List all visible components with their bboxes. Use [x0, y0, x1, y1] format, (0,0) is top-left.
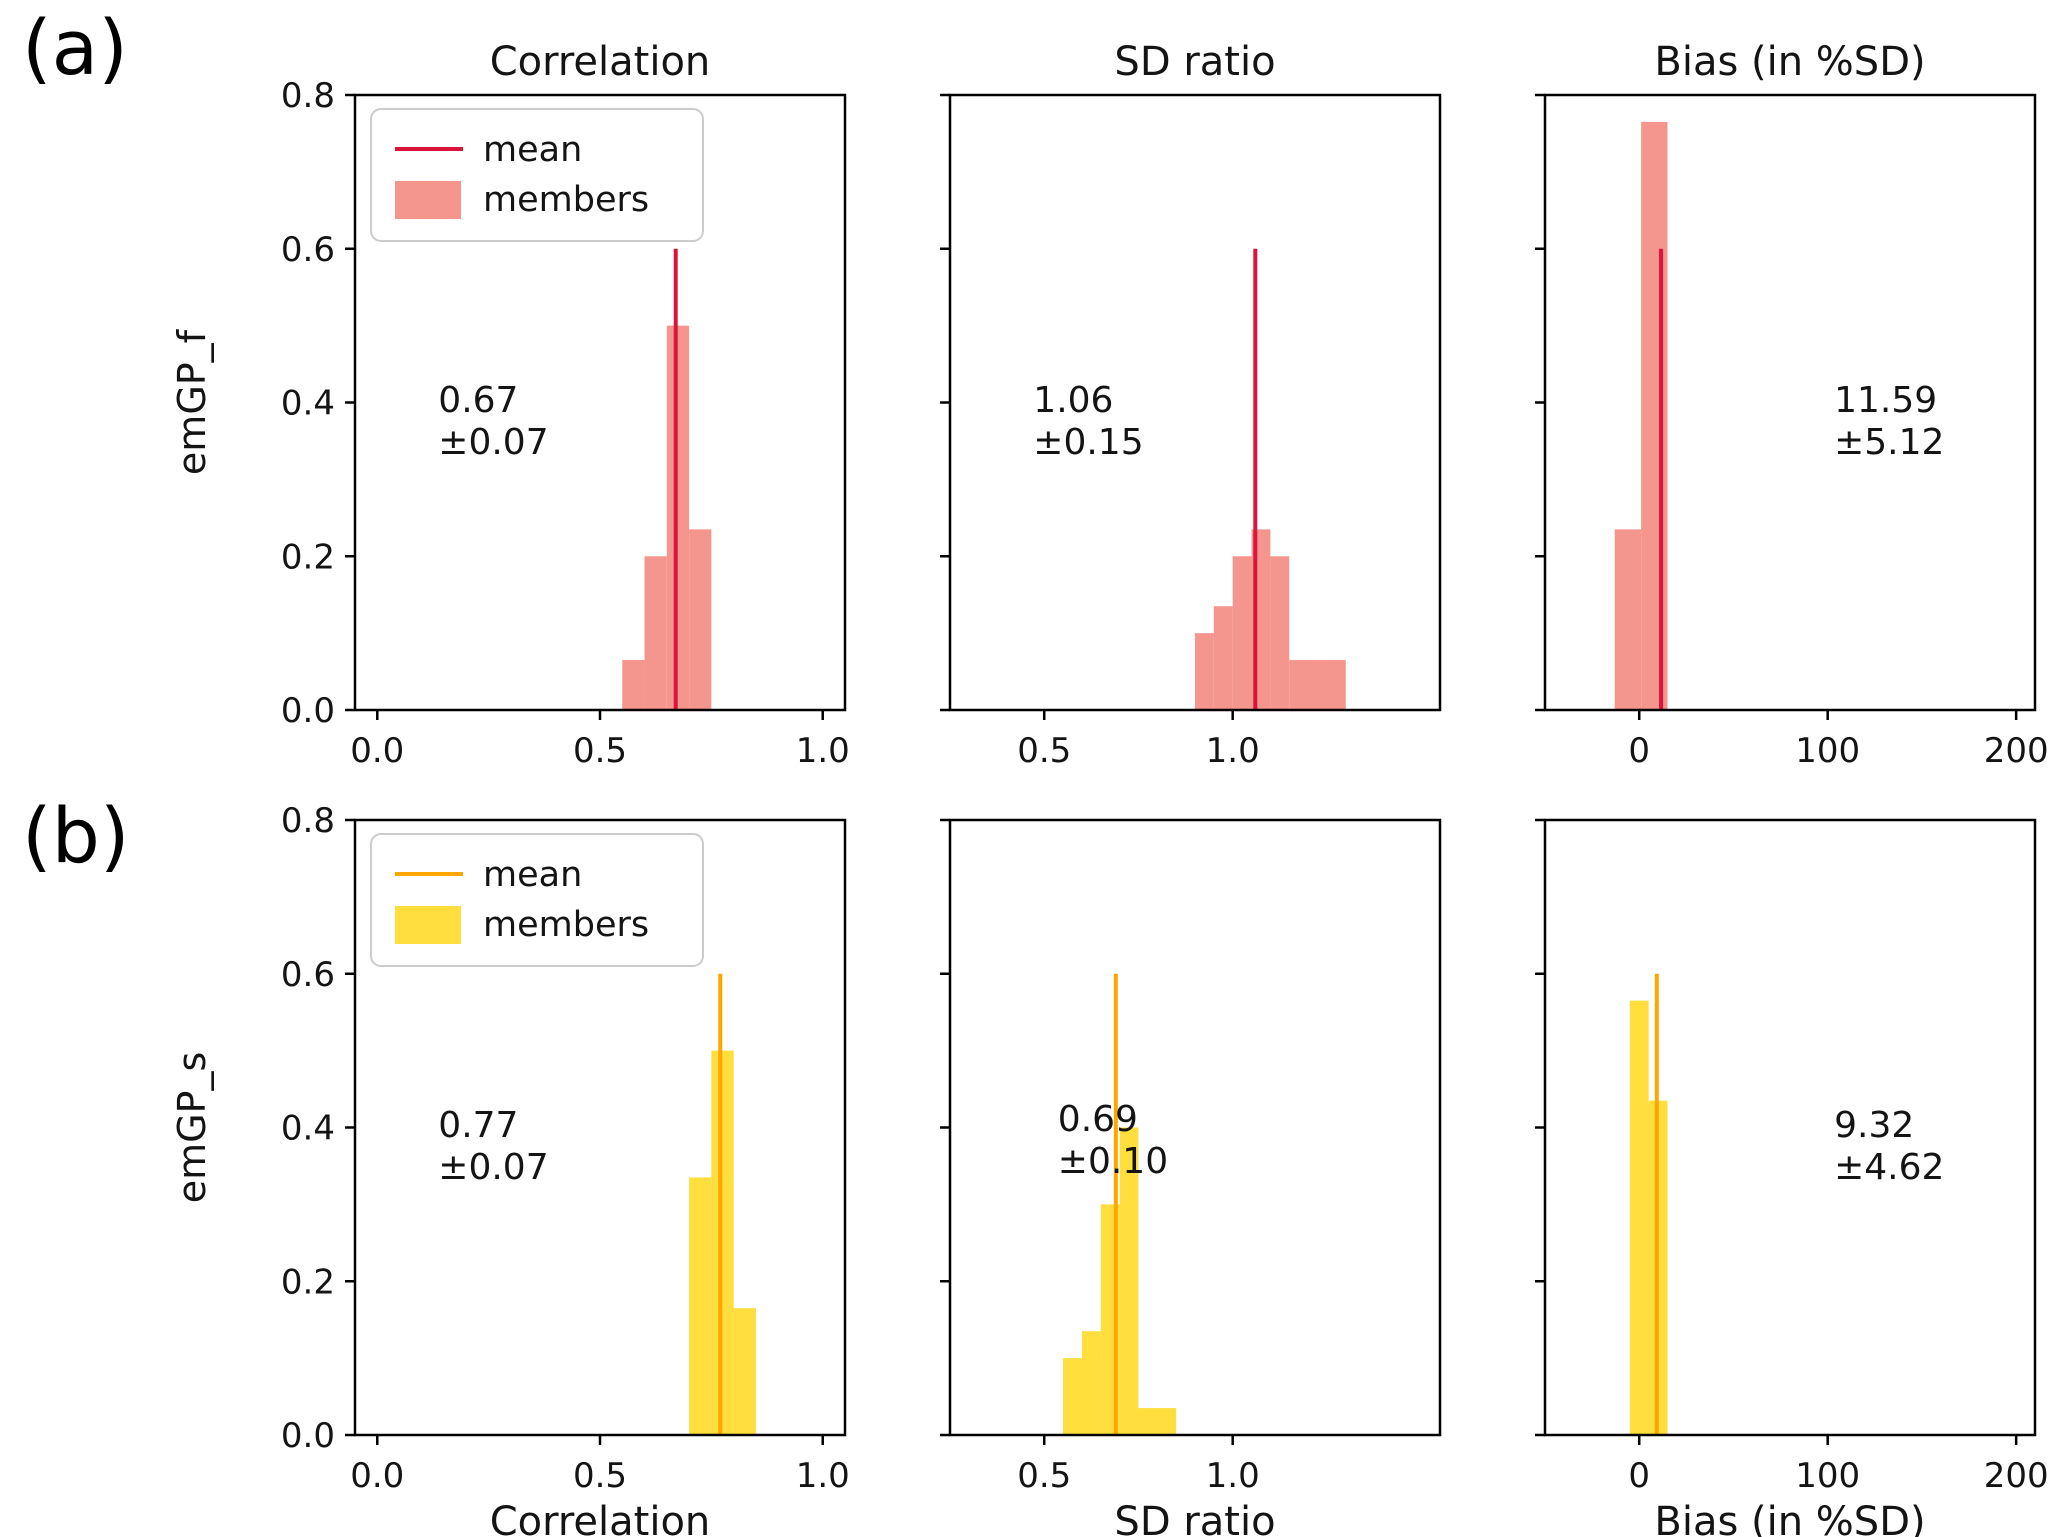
- y-tick-label: 0.0: [281, 1416, 335, 1456]
- legend: mean members: [370, 108, 704, 242]
- legend-mean-label: mean: [483, 855, 582, 895]
- panel-b-bias: 0 100 200 Bias (in %SD) 9.32±4.62: [1535, 818, 2049, 1537]
- panel-b-correlation: 0.0 0.5 1.0 0.0 0.2 0.4 0.6 0.8 Correlation emGP_…: [170, 801, 850, 1537]
- histogram-bar: [1195, 633, 1214, 710]
- histogram-bar: [1629, 1000, 1649, 1435]
- x-tick-label: 100: [1795, 731, 1860, 771]
- panel-a-sd-ratio: 0.5 1.0 SD ratio 1.06±0.15: [940, 39, 1442, 771]
- x-tick-label: 0.5: [1017, 731, 1071, 771]
- x-tick-label: 1.0: [796, 731, 850, 771]
- stat-annotation-line: 9.32: [1834, 1105, 1914, 1146]
- panel-label-a: (a): [22, 3, 128, 92]
- histogram-bar: [689, 529, 712, 710]
- legend: mean members: [370, 833, 704, 967]
- histogram-bar: [666, 325, 690, 710]
- x-tick-label: 0.0: [350, 731, 404, 771]
- histogram-bar: [1138, 1408, 1177, 1435]
- panel-label-b: (b): [22, 791, 130, 880]
- y-axis-label: emGP_f: [170, 328, 214, 475]
- histogram-bar: [1081, 1331, 1101, 1435]
- stat-annotation-line: 0.67: [438, 380, 518, 421]
- stat-annotation-line: 0.69: [1058, 1099, 1138, 1140]
- x-axis-label: Correlation: [490, 1499, 711, 1537]
- x-tick-label: 0.5: [573, 731, 627, 771]
- x-tick-label: 100: [1795, 1456, 1860, 1496]
- histogram-bar: [689, 1177, 712, 1435]
- x-tick-label: 200: [1984, 1456, 2049, 1496]
- histogram-bar: [1213, 606, 1233, 710]
- x-tick-label: 200: [1984, 731, 2049, 771]
- x-tick-label: 1.0: [1206, 731, 1260, 771]
- stat-annotation-line: 11.59: [1834, 380, 1937, 421]
- stat-annotation-line: ±0.10: [1058, 1141, 1168, 1182]
- y-tick-label: 0.6: [281, 955, 335, 995]
- y-tick-label: 0.6: [281, 230, 335, 270]
- histogram-bar: [1232, 556, 1252, 710]
- stat-annotation-line: ±0.15: [1033, 422, 1143, 463]
- y-tick-label: 0.0: [281, 691, 335, 731]
- x-tick-label: 0: [1628, 1456, 1650, 1496]
- panel-a-bias: 0 100 200 Bias (in %SD) 11.59±5.12: [1535, 39, 2049, 771]
- x-axis-label: SD ratio: [1114, 1499, 1275, 1537]
- axes-box: [948, 93, 1442, 712]
- histogram-bar: [622, 660, 645, 710]
- y-tick-label: 0.8: [281, 801, 335, 841]
- y-tick-label: 0.2: [281, 537, 335, 577]
- x-axis-label: Bias (in %SD): [1654, 1499, 1925, 1537]
- x-tick-label: 0.5: [1017, 1456, 1071, 1496]
- legend-members-label: members: [483, 180, 649, 220]
- legend-mean-label: mean: [483, 130, 582, 170]
- stat-annotation-line: 1.06: [1033, 380, 1113, 421]
- histogram-bar: [1270, 556, 1290, 710]
- histogram-bar: [1063, 1358, 1082, 1435]
- stat-annotation-line: ±0.07: [438, 422, 548, 463]
- x-tick-label: 0.0: [350, 1456, 404, 1496]
- legend-members-patch-sample: [395, 906, 461, 944]
- stat-annotation-line: ±4.62: [1834, 1147, 1944, 1188]
- y-tick-label: 0.4: [281, 1109, 335, 1149]
- y-tick-label: 0.8: [281, 76, 335, 116]
- legend-box: [370, 108, 704, 242]
- panel-title: SD ratio: [1114, 39, 1275, 85]
- histogram-bar: [711, 1050, 734, 1435]
- x-tick-label: 1.0: [1206, 1456, 1260, 1496]
- stat-annotation-line: ±0.07: [438, 1147, 548, 1188]
- legend-members-label: members: [483, 905, 649, 945]
- axes-box: [948, 818, 1442, 1437]
- histogram-bar: [1641, 121, 1668, 710]
- axes-box: [1543, 818, 2037, 1437]
- panel-title: Correlation: [490, 39, 711, 85]
- panel-title: Bias (in %SD): [1654, 39, 1925, 85]
- x-tick-label: 1.0: [796, 1456, 850, 1496]
- histogram-bar: [1119, 1127, 1139, 1435]
- panel-a-correlation: 0.0 0.5 1.0 0.0 0.2 0.4 0.6 0.8 Correlation emGP_…: [170, 39, 850, 771]
- y-tick-label: 0.4: [281, 384, 335, 424]
- histogram-bar: [1614, 529, 1642, 710]
- legend-box: [370, 833, 704, 967]
- y-tick-label: 0.2: [281, 1262, 335, 1302]
- histogram-bar: [1289, 660, 1346, 710]
- panel-b-sd-ratio: 0.5 1.0SD ratio 0.69±0.10: [940, 818, 1442, 1537]
- histogram-bar: [644, 556, 667, 710]
- stat-annotation-line: 0.77: [438, 1105, 518, 1146]
- y-axis-label: emGP_s: [170, 1052, 214, 1204]
- x-tick-label: 0.5: [573, 1456, 627, 1496]
- legend-members-patch-sample: [395, 181, 461, 219]
- histogram-bar: [733, 1308, 756, 1435]
- x-tick-label: 0: [1628, 731, 1650, 771]
- stat-annotation-line: ±5.12: [1834, 422, 1944, 463]
